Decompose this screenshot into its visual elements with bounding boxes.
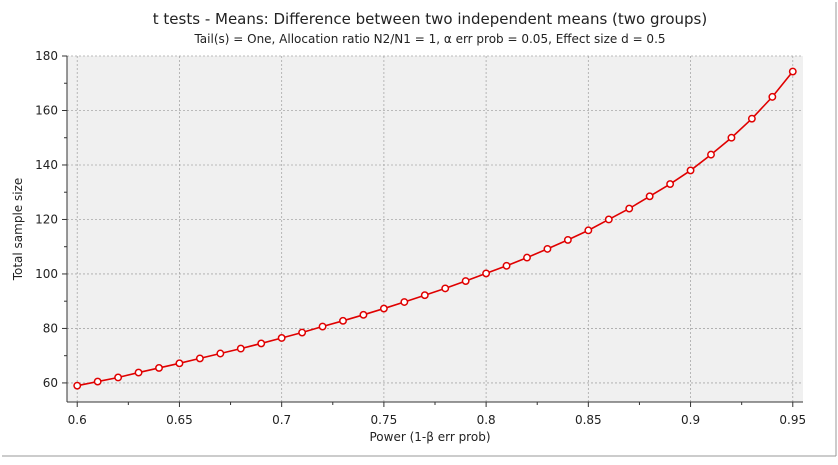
data-point <box>686 166 695 175</box>
plot-area <box>67 56 803 402</box>
x-tick-label: 0.7 <box>272 413 291 427</box>
data-point <box>420 291 429 300</box>
data-point <box>523 253 531 262</box>
x-tick-label: 0.8 <box>477 413 496 427</box>
tick-labels: 0.6 0.65 0.7 0.75 0.8 0.85 0.9 0.95 60 80 100 120 14… <box>35 49 806 427</box>
data-point <box>747 114 756 123</box>
x-tick-label: 0.85 <box>575 413 602 427</box>
data-point <box>482 269 491 278</box>
data-point <box>359 310 368 319</box>
data-point <box>134 368 143 377</box>
data-point <box>155 363 163 372</box>
chart-title: t tests - Means: Difference between two … <box>153 10 707 28</box>
data-point <box>379 304 388 313</box>
data-point <box>461 277 470 285</box>
data-point <box>604 215 613 224</box>
data-point <box>175 359 184 368</box>
data-point <box>236 344 245 353</box>
y-tick-label: 180 <box>35 49 58 63</box>
x-tick-label: 0.65 <box>166 413 193 427</box>
x-tick-label: 0.95 <box>779 413 806 427</box>
axes <box>62 55 803 407</box>
data-point <box>339 316 347 325</box>
y-tick-label: 160 <box>35 103 58 117</box>
y-tick-label: 120 <box>35 212 58 226</box>
y-tick-label: 140 <box>35 158 58 172</box>
x-tick-label: 0.75 <box>371 413 398 427</box>
x-tick-label: 0.9 <box>681 413 700 427</box>
data-point <box>257 339 266 348</box>
data-point <box>563 235 572 244</box>
data-point <box>318 322 327 331</box>
x-axis-label: Power (1-β err prob) <box>370 430 491 444</box>
data-point <box>502 261 511 270</box>
y-tick-label: 60 <box>43 376 58 390</box>
data-point <box>543 244 552 253</box>
y-tick-label: 80 <box>43 321 58 335</box>
x-tick-label: 0.6 <box>68 413 87 427</box>
data-point <box>584 226 593 235</box>
data-point <box>625 204 634 213</box>
data-point <box>707 150 715 159</box>
data-point <box>195 354 204 363</box>
grid-lines <box>67 55 803 402</box>
data-point <box>277 334 286 342</box>
data-point <box>400 298 409 306</box>
y-tick-label: 100 <box>35 267 58 281</box>
data-point <box>768 92 777 101</box>
data-point <box>298 328 307 337</box>
data-point <box>441 284 450 293</box>
data-point <box>216 349 225 358</box>
data-point <box>73 381 82 390</box>
data-point <box>727 133 736 142</box>
data-point <box>93 377 102 386</box>
y-axis-label: Total sample size <box>11 178 25 282</box>
data-point <box>114 373 123 382</box>
chart-subtitle: Tail(s) = One, Allocation ratio N2/N1 = … <box>193 32 665 46</box>
data-point <box>666 180 675 188</box>
data-series <box>73 67 797 390</box>
data-point <box>645 192 654 201</box>
data-point <box>788 67 797 76</box>
